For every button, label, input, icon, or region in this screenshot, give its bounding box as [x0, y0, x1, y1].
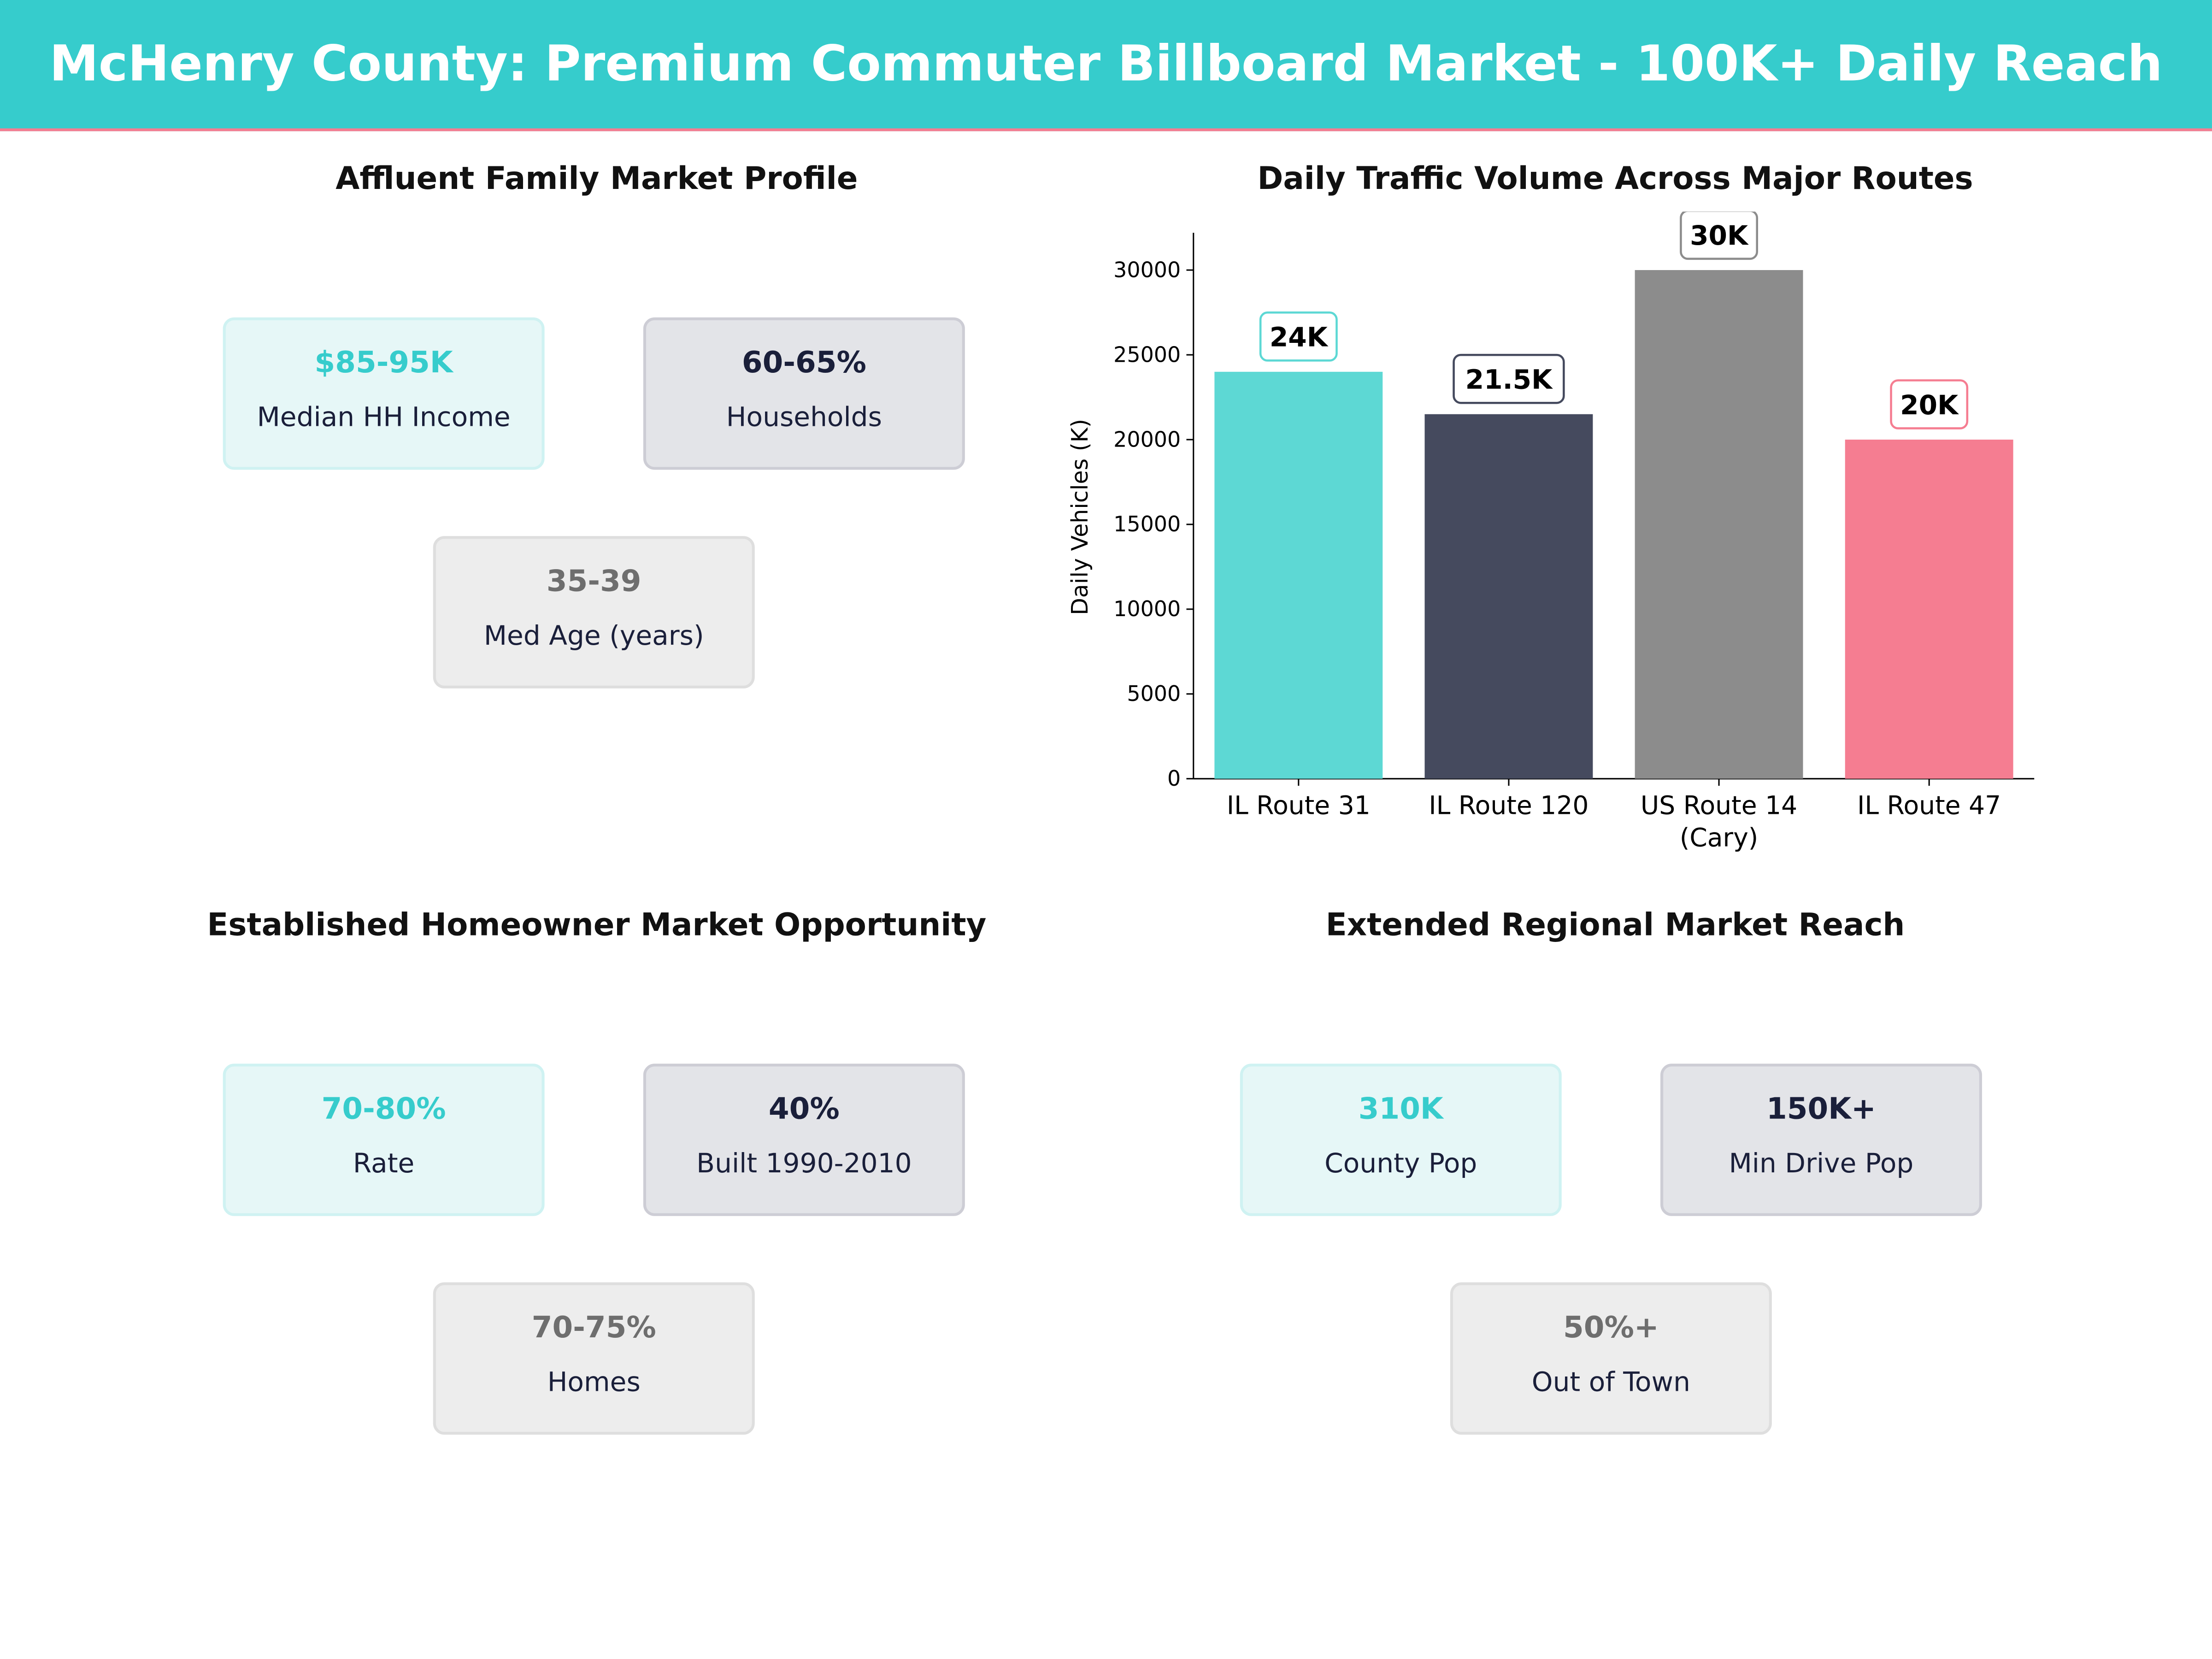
card-value: 35-39 — [546, 564, 641, 598]
card-label: Out of Town — [1531, 1367, 1690, 1398]
drive-pop-card: 150K+ Min Drive Pop — [1660, 1064, 1982, 1216]
affluent-title: Affluent Family Market Profile — [335, 162, 858, 198]
regional-title: Extended Regional Market Reach — [1325, 908, 1905, 944]
page-title: McHenry County: Premium Commuter Billboa… — [49, 36, 2163, 93]
card-label: Households — [726, 402, 882, 433]
y-tick-label: 5000 — [1127, 681, 1181, 706]
card-value: 70-75% — [531, 1310, 656, 1345]
card-label: Med Age (years) — [483, 620, 704, 652]
x-tick-label: US Route 14 — [1641, 790, 1797, 820]
data-label-box — [1680, 212, 1759, 260]
households-card: 60-65% Households — [643, 317, 965, 470]
card-value: 310K — [1358, 1092, 1443, 1126]
data-label: 24K — [1270, 322, 1329, 353]
homeowner-title: Established Homeowner Market Opportunity — [207, 908, 987, 944]
data-label: 30K — [1690, 220, 1749, 251]
y-axis-label: Daily Vehicles (K) — [1067, 419, 1093, 615]
data-label-box — [1890, 379, 1969, 429]
card-label: County Pop — [1324, 1148, 1477, 1180]
age-card: 35-39 Med Age (years) — [433, 536, 755, 688]
y-tick-label: 0 — [1167, 766, 1181, 791]
traffic-bar-chart: 0 5000 10000 15000 20000 25000 30000 Daily Vehi… — [1067, 212, 2035, 853]
y-tick-label: 30000 — [1113, 257, 1181, 282]
card-value: 150K+ — [1766, 1092, 1876, 1126]
built-card: 40% Built 1990-2010 — [643, 1064, 965, 1216]
card-value: 40% — [768, 1092, 840, 1126]
y-tick-label: 10000 — [1113, 596, 1181, 621]
card-label: Rate — [353, 1148, 415, 1180]
x-tick-label: IL Route 31 — [1227, 790, 1371, 820]
bar — [1424, 414, 1593, 779]
county-pop-card: 310K County Pop — [1240, 1064, 1562, 1216]
income-card: $85-95K Median HH Income — [223, 317, 545, 470]
data-label-box — [1259, 311, 1338, 362]
x-tick-label: IL Route 47 — [1857, 790, 2001, 820]
bar — [1635, 270, 1803, 779]
header-banner: McHenry County: Premium Commuter Billboa… — [0, 0, 2212, 131]
card-value: 60-65% — [741, 345, 866, 380]
chart-title: Daily Traffic Volume Across Major Routes — [1257, 162, 1973, 198]
bar — [1214, 371, 1383, 779]
card-value: $85-95K — [314, 345, 453, 380]
y-tick-label: 20000 — [1113, 427, 1181, 452]
card-value: 70-80% — [321, 1092, 446, 1126]
y-tick-label: 25000 — [1113, 342, 1181, 367]
card-label: Built 1990-2010 — [696, 1148, 912, 1180]
bar — [1845, 439, 2013, 779]
homes-card: 70-75% Homes — [433, 1282, 755, 1435]
card-label: Min Drive Pop — [1729, 1148, 1914, 1180]
x-tick-label: IL Route 120 — [1429, 790, 1588, 820]
x-tick-label: (Cary) — [1680, 823, 1758, 853]
card-label: Homes — [547, 1367, 641, 1398]
data-label: 20K — [1900, 389, 1959, 421]
out-of-town-card: 50%+ Out of Town — [1450, 1282, 1772, 1435]
rate-card: 70-80% Rate — [223, 1064, 545, 1216]
data-label-box — [1453, 353, 1565, 404]
data-label: 21.5K — [1465, 364, 1553, 395]
card-label: Median HH Income — [257, 402, 511, 433]
y-tick-label: 15000 — [1113, 512, 1181, 536]
card-value: 50%+ — [1563, 1310, 1659, 1345]
